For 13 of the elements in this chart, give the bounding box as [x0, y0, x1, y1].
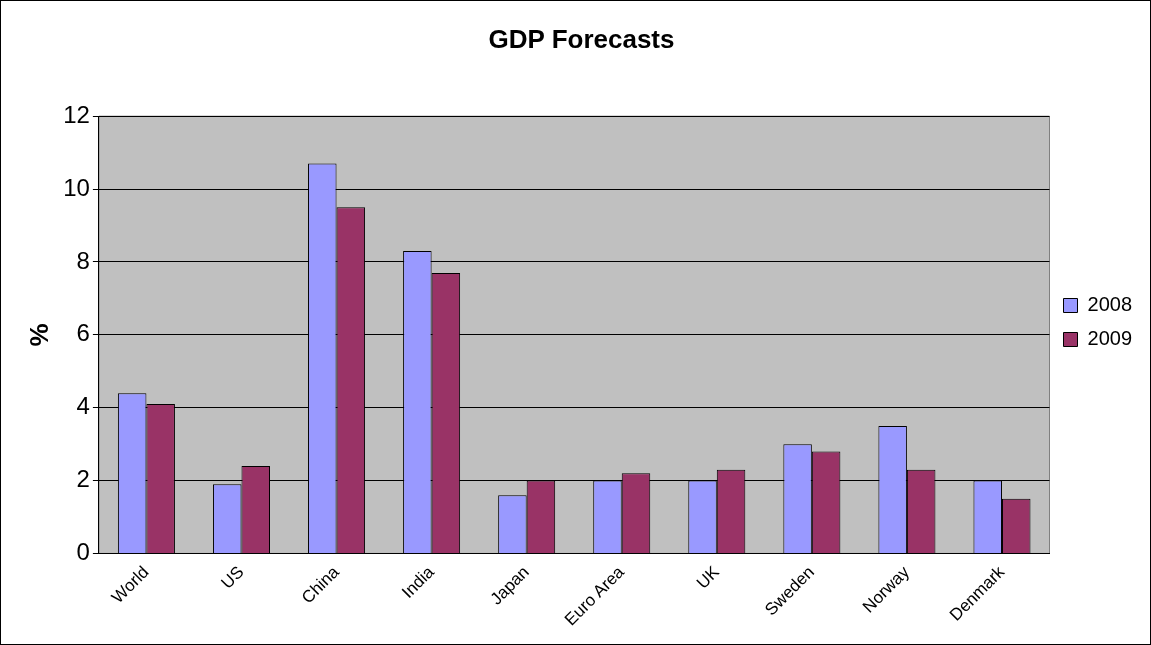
- y-tick-label: 8: [76, 246, 90, 274]
- y-tick-label: 4: [76, 392, 90, 420]
- y-tick-label: 12: [63, 100, 90, 128]
- legend-label: 2009: [1087, 327, 1133, 350]
- x-tick-label: UK: [692, 561, 724, 593]
- x-tick-label: US: [217, 562, 248, 593]
- chart-title: GDP Forecasts: [488, 23, 675, 54]
- y-tick-label: 0: [76, 538, 90, 566]
- y-tick-label: 10: [63, 173, 90, 201]
- y-tick-label: 2: [76, 465, 90, 493]
- legend-label: 2008: [1087, 293, 1133, 316]
- y-axis-title: %: [23, 323, 54, 347]
- y-tick-label: 6: [76, 319, 90, 347]
